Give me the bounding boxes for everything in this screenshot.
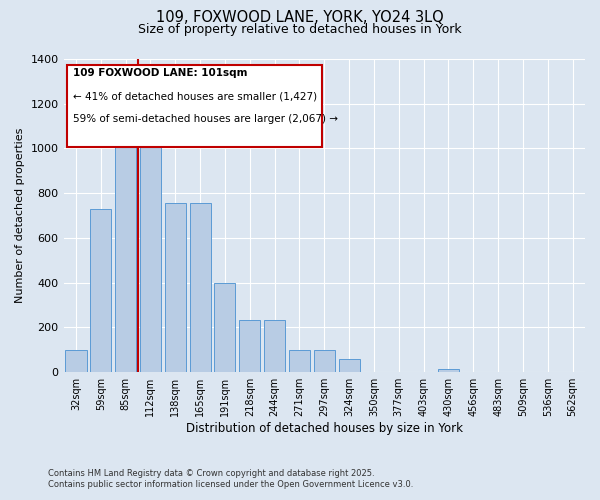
- Bar: [65, 350, 86, 372]
- Bar: [165, 204, 186, 372]
- Bar: [438, 369, 459, 372]
- Bar: [190, 204, 211, 372]
- Bar: [338, 359, 359, 372]
- Bar: [214, 282, 235, 372]
- Text: 59% of semi-detached houses are larger (2,067) →: 59% of semi-detached houses are larger (…: [73, 114, 338, 124]
- Bar: [264, 320, 285, 372]
- Text: ← 41% of detached houses are smaller (1,427): ← 41% of detached houses are smaller (1,…: [73, 91, 317, 101]
- Text: 109, FOXWOOD LANE, YORK, YO24 3LQ: 109, FOXWOOD LANE, YORK, YO24 3LQ: [156, 10, 444, 25]
- Bar: [314, 350, 335, 372]
- X-axis label: Distribution of detached houses by size in York: Distribution of detached houses by size …: [186, 422, 463, 435]
- Text: Contains public sector information licensed under the Open Government Licence v3: Contains public sector information licen…: [48, 480, 413, 489]
- Bar: [239, 320, 260, 372]
- Bar: [90, 209, 112, 372]
- Text: Contains HM Land Registry data © Crown copyright and database right 2025.: Contains HM Land Registry data © Crown c…: [48, 468, 374, 477]
- Y-axis label: Number of detached properties: Number of detached properties: [15, 128, 25, 304]
- Text: 109 FOXWOOD LANE: 101sqm: 109 FOXWOOD LANE: 101sqm: [73, 68, 247, 78]
- Bar: [115, 132, 136, 372]
- Text: Size of property relative to detached houses in York: Size of property relative to detached ho…: [138, 22, 462, 36]
- Bar: [289, 350, 310, 372]
- Bar: [140, 132, 161, 372]
